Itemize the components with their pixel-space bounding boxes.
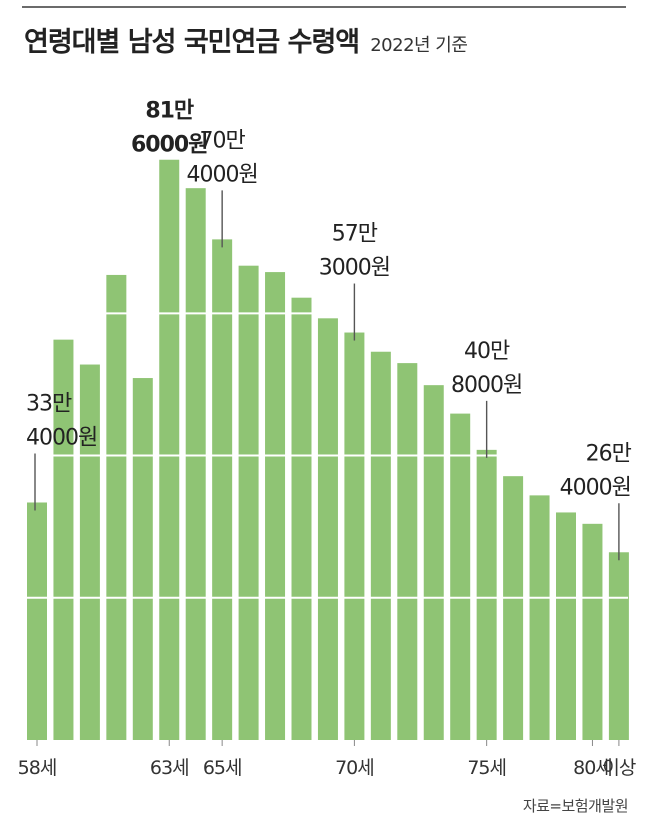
bar-10	[291, 297, 312, 740]
bar-3	[106, 274, 127, 740]
tick-label-21: 80세	[573, 757, 612, 779]
chart-subtitle: 2022년 기준	[370, 35, 468, 56]
bar-14	[397, 363, 418, 740]
bar-12	[344, 332, 365, 740]
tick-label-5: 63세	[150, 757, 189, 779]
annotation-22-line-1: 4000원	[560, 475, 631, 500]
annotation-7-line-1: 4000원	[187, 162, 258, 187]
bar-2	[79, 364, 100, 740]
bar-13	[370, 351, 391, 740]
top-rule	[22, 6, 626, 8]
chart-title: 연령대별 남성 국민연금 수령액	[24, 27, 360, 58]
bar-15	[423, 385, 444, 740]
bar-9	[265, 272, 286, 740]
annotation-17-line-0: 40만	[464, 339, 510, 364]
tick-label-12: 70세	[335, 757, 374, 779]
bars-group	[27, 159, 629, 740]
source-note: 자료=보험개발원	[522, 797, 629, 815]
bar-0	[27, 502, 47, 740]
bar-8	[238, 265, 259, 740]
bar-5	[159, 159, 180, 740]
tick-label-22: 이상	[602, 757, 635, 779]
annotation-17-line-1: 8000원	[451, 373, 522, 398]
annotation-5-line-0: 81만	[145, 99, 194, 124]
bar-16	[450, 413, 471, 740]
bar-17	[476, 449, 497, 740]
bar-19	[529, 495, 550, 740]
gridlines	[22, 312, 628, 599]
annotation-12-line-1: 3000원	[319, 256, 390, 281]
bar-6	[185, 188, 206, 740]
bar-20	[556, 512, 576, 740]
bar-21	[582, 523, 603, 740]
bar-1	[53, 339, 74, 740]
bar-22	[608, 552, 629, 740]
bar-4	[132, 378, 153, 740]
annotation-0-line-1: 4000원	[26, 425, 97, 450]
tick-label-7: 65세	[203, 757, 242, 779]
annotation-0-line-0: 33만	[26, 391, 72, 416]
annotation-12-line-0: 57만	[332, 222, 378, 247]
tick-label-0: 58세	[18, 757, 57, 779]
chart-header: 연령대별 남성 국민연금 수령액 2022년 기준	[24, 20, 468, 59]
annotation-22-line-0: 26만	[586, 441, 632, 466]
bar-11	[317, 318, 338, 740]
tick-label-17: 75세	[467, 757, 506, 779]
annotation-7-line-0: 70만	[200, 128, 246, 153]
bar-7	[212, 239, 233, 740]
bar-18	[503, 476, 524, 740]
annotation-5-line-1: 6000원	[131, 133, 207, 158]
